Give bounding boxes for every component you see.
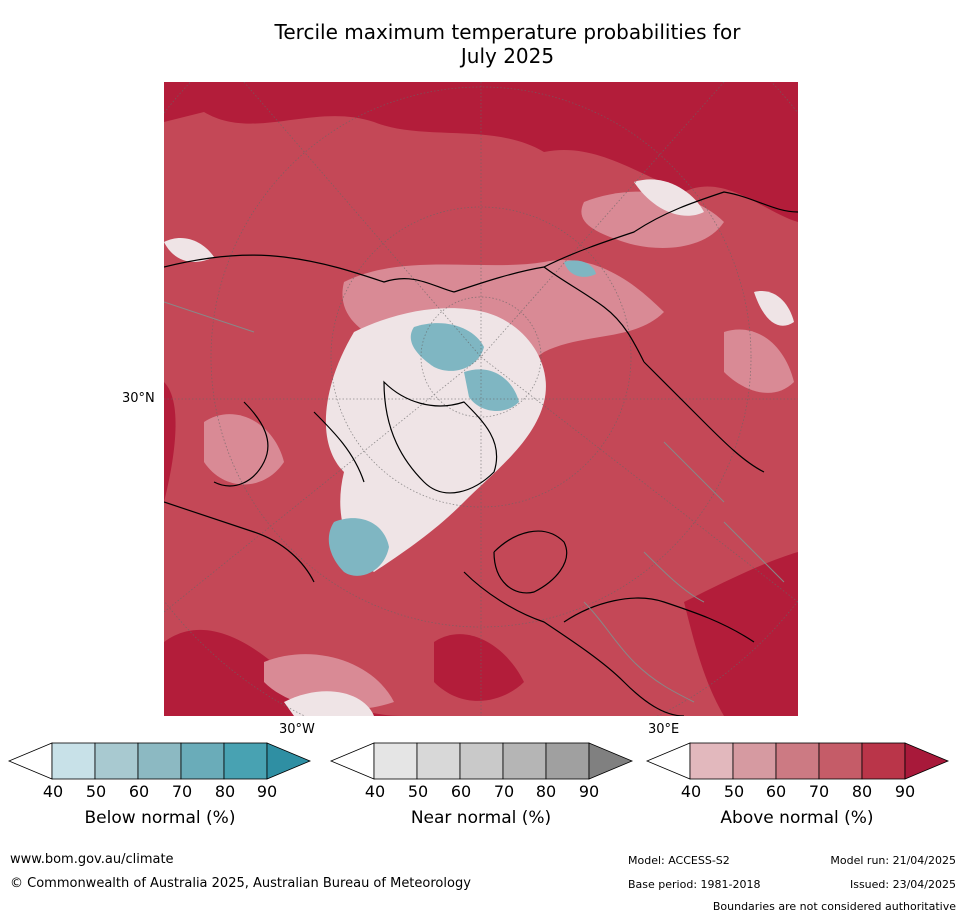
- colorbar-below-normal: [7, 742, 312, 780]
- copyright-text: © Commonwealth of Australia 2025, Austra…: [10, 876, 471, 891]
- longitude-label-east: 30°E: [648, 722, 680, 737]
- colorbar-bin: [223, 742, 268, 780]
- tick-label: 40: [680, 782, 702, 801]
- colorbar-bin: [180, 742, 225, 780]
- latitude-label: 30°N: [122, 391, 155, 406]
- national-borders: [164, 301, 785, 703]
- tick-label: 60: [765, 782, 787, 801]
- colorbar-bin: [416, 742, 461, 780]
- tick-label: 50: [723, 782, 745, 801]
- probability-map: [164, 82, 798, 716]
- tick-label: 40: [364, 782, 386, 801]
- map-canvas: [164, 82, 798, 716]
- colorbar-bin: [502, 742, 547, 780]
- disclaimer-text: Boundaries are not considered authoritat…: [712, 900, 956, 913]
- colorbar-bin: [545, 742, 590, 780]
- colorbar-bin: [94, 742, 139, 780]
- colorbar-bin: [861, 742, 906, 780]
- website-link[interactable]: www.bom.gov.au/climate: [10, 852, 174, 867]
- colorbar-below-normal-svg: [7, 742, 312, 780]
- colorbar-bin: [459, 742, 504, 780]
- tick-label: 70: [808, 782, 830, 801]
- colorbar-bin: [137, 742, 182, 780]
- colorbar-extend-low: [329, 742, 375, 780]
- colorbar-bin: [818, 742, 863, 780]
- tick-label: 90: [578, 782, 600, 801]
- colorbar-bin: [373, 742, 418, 780]
- map-title-line2: July 2025: [460, 44, 555, 68]
- tick-label: 80: [535, 782, 557, 801]
- longitude-label-west: 30°W: [279, 722, 315, 737]
- base-period-text: Base period: 1981-2018: [628, 878, 761, 891]
- issued-text: Issued: 23/04/2025: [849, 878, 956, 891]
- colorbar-bin: [732, 742, 777, 780]
- colorbar-near-normal: [329, 742, 634, 780]
- colorbar-extend-low: [7, 742, 53, 780]
- colorbar-extend-high: [904, 742, 950, 780]
- tick-label: 50: [407, 782, 429, 801]
- tick-label: 70: [171, 782, 193, 801]
- tick-label: 60: [128, 782, 150, 801]
- tick-label: 40: [42, 782, 64, 801]
- colorbar-extend-high: [266, 742, 312, 780]
- colorbar-below-normal-label: Below normal (%): [84, 808, 236, 828]
- tick-label: 60: [450, 782, 472, 801]
- colorbar-above-normal: [645, 742, 950, 780]
- map-title-line1: Tercile maximum temperature probabilitie…: [274, 20, 741, 44]
- colorbar-extend-high: [588, 742, 634, 780]
- tick-label: 90: [894, 782, 916, 801]
- model-text: Model: ACCESS-S2: [628, 854, 730, 867]
- map-title: Tercile maximum temperature probabilitie…: [200, 20, 815, 68]
- graticule: [164, 82, 798, 716]
- colorbar-near-normal-svg: [329, 742, 634, 780]
- tick-label: 80: [214, 782, 236, 801]
- colorbar-above-normal-label: Above normal (%): [720, 808, 874, 828]
- tick-label: 50: [85, 782, 107, 801]
- colorbar-bin: [689, 742, 734, 780]
- colorbar-near-normal-label: Near normal (%): [410, 808, 552, 828]
- colorbar-bin: [51, 742, 96, 780]
- tick-label: 70: [493, 782, 515, 801]
- colorbar-extend-low: [645, 742, 691, 780]
- colorbar-above-normal-svg: [645, 742, 950, 780]
- tick-label: 80: [851, 782, 873, 801]
- below-normal-region: [328, 260, 596, 576]
- colorbar-bin: [775, 742, 820, 780]
- tick-label: 90: [256, 782, 278, 801]
- model-run-text: Model run: 21/04/2025: [830, 854, 956, 867]
- coastlines: [164, 191, 798, 716]
